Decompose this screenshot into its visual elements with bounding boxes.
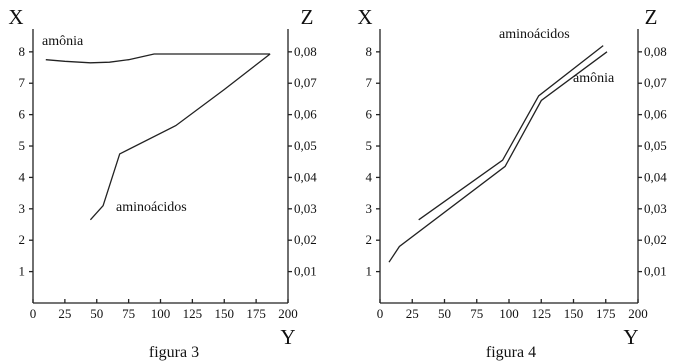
left-axis-letter: X <box>8 5 23 29</box>
z-tick-label: 0,04 <box>294 169 317 184</box>
right-axis-letter: Z <box>645 5 658 29</box>
y-tick-label: 7 <box>19 75 26 90</box>
z-tick-label: 0,01 <box>644 264 667 279</box>
z-tick-label: 0,08 <box>644 44 667 59</box>
x-tick-label: 25 <box>406 306 419 321</box>
y-tick-label: 6 <box>19 107 26 122</box>
x-tick-label: 200 <box>628 306 648 321</box>
y-tick-label: 1 <box>366 264 373 279</box>
y-tick-label: 7 <box>366 75 373 90</box>
series-line-amonia <box>46 54 270 63</box>
figure-caption: figura 4 <box>486 344 536 361</box>
z-tick-label: 0,07 <box>294 75 317 90</box>
z-tick-label: 0,08 <box>294 44 317 59</box>
x-tick-label: 75 <box>122 306 135 321</box>
right-axis-letter: Z <box>301 5 314 29</box>
y-tick-label: 5 <box>366 138 373 153</box>
z-tick-label: 0,02 <box>294 232 317 247</box>
y-tick-label: 2 <box>19 232 26 247</box>
y-tick-label: 3 <box>366 201 373 216</box>
x-tick-label: 25 <box>58 306 71 321</box>
y-tick-label: 8 <box>366 44 373 59</box>
series-label: amônia <box>42 34 84 49</box>
z-tick-label: 0,01 <box>294 264 317 279</box>
figure-caption: figura 3 <box>149 344 199 361</box>
x-tick-label: 125 <box>183 306 203 321</box>
series-label: amônia <box>573 71 615 86</box>
bottom-axis-letter: Y <box>623 325 638 349</box>
y-tick-label: 2 <box>366 232 373 247</box>
x-tick-label: 125 <box>532 306 552 321</box>
x-tick-label: 50 <box>90 306 103 321</box>
x-tick-label: 50 <box>438 306 451 321</box>
x-tick-label: 75 <box>470 306 483 321</box>
z-tick-label: 0,04 <box>644 169 667 184</box>
series-label: aminoácidos <box>116 200 187 215</box>
y-tick-label: 3 <box>19 201 26 216</box>
y-tick-label: 5 <box>19 138 26 153</box>
left-axis-letter: X <box>357 5 372 29</box>
z-tick-label: 0,03 <box>644 201 667 216</box>
x-tick-label: 100 <box>151 306 171 321</box>
x-tick-label: 200 <box>278 306 298 321</box>
z-tick-label: 0,06 <box>644 107 667 122</box>
y-tick-label: 8 <box>19 44 26 59</box>
x-tick-label: 175 <box>596 306 616 321</box>
series-label: aminoácidos <box>499 27 570 42</box>
x-tick-label: 0 <box>30 306 37 321</box>
z-tick-label: 0,07 <box>644 75 667 90</box>
y-tick-label: 4 <box>366 169 373 184</box>
z-tick-label: 0,03 <box>294 201 317 216</box>
series-line-aminoacidos <box>90 54 270 220</box>
z-tick-label: 0,05 <box>644 138 667 153</box>
y-tick-label: 1 <box>19 264 26 279</box>
x-tick-label: 0 <box>377 306 384 321</box>
y-tick-label: 4 <box>19 169 26 184</box>
z-tick-label: 0,02 <box>644 232 667 247</box>
z-tick-label: 0,06 <box>294 107 317 122</box>
x-tick-label: 150 <box>215 306 235 321</box>
x-tick-label: 150 <box>564 306 584 321</box>
bottom-axis-letter: Y <box>280 325 295 349</box>
x-tick-label: 175 <box>246 306 266 321</box>
x-tick-label: 100 <box>499 306 519 321</box>
z-tick-label: 0,05 <box>294 138 317 153</box>
y-tick-label: 6 <box>366 107 373 122</box>
